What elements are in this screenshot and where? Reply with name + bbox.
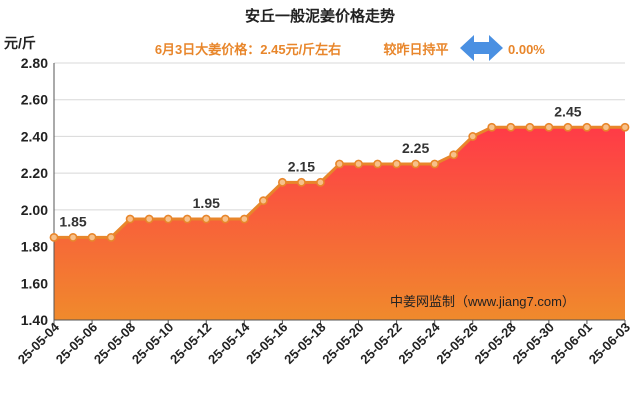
data-point	[563, 122, 573, 132]
data-point	[163, 214, 173, 224]
y-tick-label: 2.80	[21, 55, 48, 71]
data-label: 2.25	[402, 140, 429, 156]
data-point	[468, 132, 478, 141]
data-point	[373, 159, 382, 169]
y-tick-label: 1.40	[21, 312, 48, 328]
y-tick-label: 2.60	[21, 92, 48, 108]
data-point	[430, 159, 440, 169]
data-point	[601, 122, 611, 132]
x-tick-label: 25-06-03	[586, 320, 633, 367]
data-point	[354, 159, 363, 169]
data-point	[297, 177, 306, 187]
price-subtitle: 6月3日大姜价格：2.45元/斤左右	[155, 42, 341, 57]
y-tick-label: 1.60	[21, 275, 48, 291]
data-point	[392, 159, 401, 169]
data-point	[582, 122, 592, 132]
compare-text: 较昨日持平	[383, 42, 448, 57]
data-point	[201, 214, 211, 224]
data-point	[487, 122, 497, 132]
data-point	[620, 122, 630, 132]
change-percent: 0.00%	[508, 42, 545, 57]
data-points	[49, 122, 630, 242]
data-point	[316, 177, 325, 187]
data-point	[258, 196, 268, 206]
data-point	[277, 177, 287, 187]
data-point	[68, 232, 78, 242]
data-point	[335, 159, 344, 169]
data-point	[87, 232, 97, 242]
axes	[53, 63, 625, 321]
price-area	[54, 127, 625, 320]
data-point	[106, 232, 116, 242]
data-point	[411, 159, 421, 169]
data-label: 2.45	[554, 103, 581, 119]
data-point	[544, 122, 554, 132]
x-axis-ticks: 25-05-0425-05-0625-05-0825-05-1025-05-12…	[15, 319, 633, 367]
data-label: 1.85	[59, 213, 86, 229]
data-point	[144, 214, 154, 224]
chart-title: 安丘一般泥姜价格走势	[245, 7, 395, 25]
data-point	[49, 232, 59, 242]
data-point	[525, 122, 535, 132]
data-point	[506, 122, 516, 132]
data-point	[449, 150, 459, 160]
y-tick-label: 2.40	[21, 128, 48, 144]
data-labels: 1.85 1.95 2.15 2.25 2.45	[59, 103, 581, 229]
y-tick-label: 1.80	[21, 239, 48, 255]
double-arrow-icon	[460, 35, 503, 61]
data-label: 2.15	[288, 158, 315, 174]
data-point	[220, 214, 230, 224]
y-axis-label: 元/斤	[4, 35, 36, 51]
watermark: 中姜网监制（www.jiang7.com）	[390, 294, 575, 309]
y-tick-label: 2.20	[21, 165, 48, 181]
data-label: 1.95	[193, 195, 220, 211]
data-point	[182, 214, 192, 224]
data-point	[125, 214, 135, 224]
y-axis-ticks: 1.40 1.60 1.80 2.00 2.20 2.40 2.60 2.80	[21, 55, 48, 328]
data-point	[239, 214, 249, 224]
y-tick-label: 2.00	[21, 202, 48, 218]
